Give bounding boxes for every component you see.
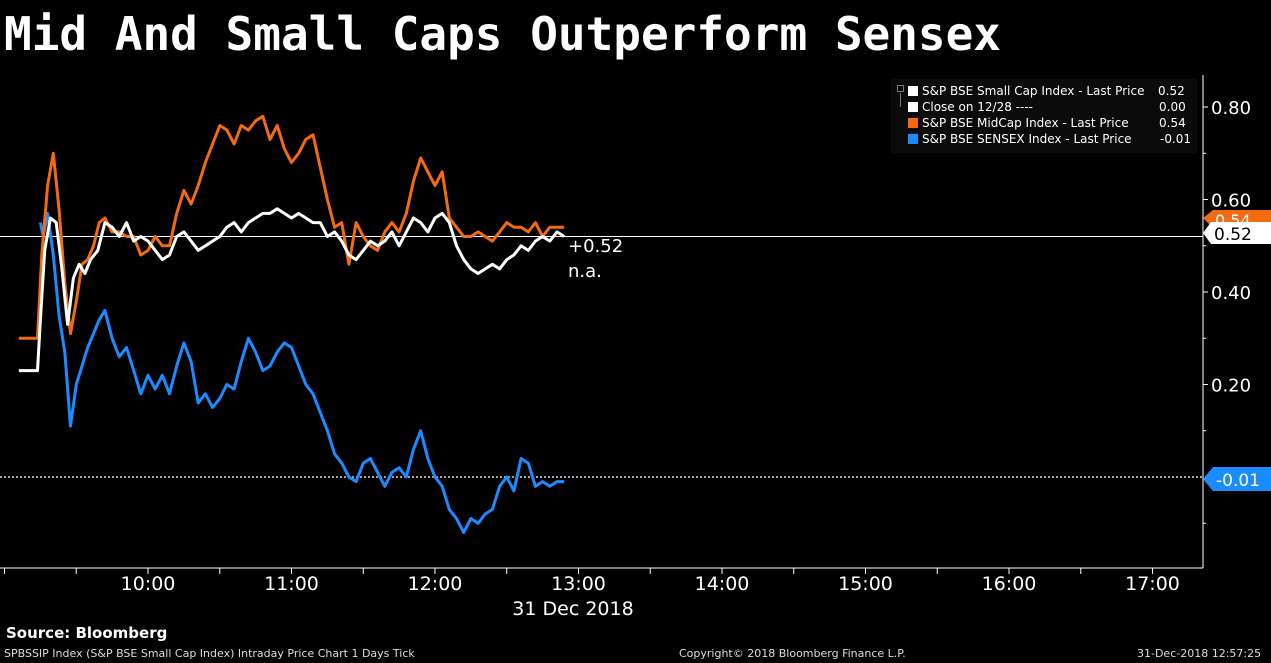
- source-label: Source: Bloomberg: [6, 624, 168, 642]
- x-tick-label: 10:00: [121, 573, 176, 595]
- page-title: Mid And Small Caps Outperform Sensex: [4, 7, 1001, 61]
- x-tick-label: 16:00: [982, 573, 1037, 595]
- smallcap-tag-shape: [1203, 222, 1271, 244]
- footer-timestamp: 31-Dec-2018 12:57:25: [1137, 647, 1262, 660]
- legend-swatch-icon: [908, 86, 918, 96]
- footer-ticker-info: SPBSSIP Index (S&P BSE Small Cap Index) …: [4, 647, 415, 660]
- x-tick-label: 13:00: [551, 573, 606, 595]
- change-annotation: +0.52: [568, 236, 623, 257]
- sensex-value-tag: -0.01: [1203, 467, 1271, 491]
- sensex-tag-text: -0.01: [1216, 471, 1260, 491]
- legend-label: S&P BSE Small Cap Index - Last Price: [922, 84, 1145, 98]
- legend-value: 0.00: [1159, 100, 1186, 114]
- legend-swatch-icon: [908, 134, 918, 144]
- legend-label: Close on 12/28 ----: [922, 100, 1033, 114]
- y-axis: 0.20 0.40 0.60 0.80: [1202, 75, 1251, 568]
- collapse-icon[interactable]: [897, 85, 904, 92]
- legend-value: 0.54: [1159, 116, 1186, 130]
- x-tick-label: 17:00: [1125, 573, 1180, 595]
- x-tick-label: 11:00: [264, 573, 319, 595]
- na-annotation: n.a.: [568, 261, 602, 282]
- sensex-series-line: [38, 211, 565, 534]
- smallcap-series-line: [18, 207, 566, 373]
- x-axis: 10:00 11:00 12:00 13:00 14:00 15:00 16:00 17:00…: [0, 567, 1203, 620]
- legend-label: S&P BSE SENSEX Index - Last Price: [922, 132, 1132, 146]
- x-tick-label: 12:00: [408, 573, 463, 595]
- legend-swatch-icon: [908, 102, 918, 112]
- y-tick-label: 0.20: [1211, 376, 1251, 397]
- legend-label: S&P BSE MidCap Index - Last Price: [922, 116, 1129, 130]
- smallcap-tag-text: 0.52: [1214, 225, 1252, 245]
- sensex-tag-shape: [1203, 467, 1271, 491]
- axis-tags: 0.54 0.52 -0.01: [1203, 210, 1271, 491]
- x-tick-label: 14:00: [695, 573, 750, 595]
- legend-value: -0.01: [1160, 132, 1192, 146]
- tree-line-icon: [900, 93, 901, 107]
- x-tick-label: 15:00: [838, 573, 893, 595]
- midcap-series-line: [18, 114, 565, 340]
- legend-value: 0.52: [1158, 84, 1185, 98]
- footer-copyright: Copyright© 2018 Bloomberg Finance L.P.: [679, 647, 906, 660]
- x-axis-date-label: 31 Dec 2018: [512, 598, 633, 620]
- y-tick-label: 0.80: [1211, 98, 1251, 119]
- y-tick-label: 0.60: [1211, 191, 1251, 212]
- y-tick-label: 0.40: [1211, 283, 1251, 304]
- smallcap-value-tag: 0.52: [1203, 222, 1271, 245]
- legend: S&P BSE Small Cap Index - Last Price 0.5…: [891, 79, 1197, 153]
- legend-swatch-icon: [908, 118, 918, 128]
